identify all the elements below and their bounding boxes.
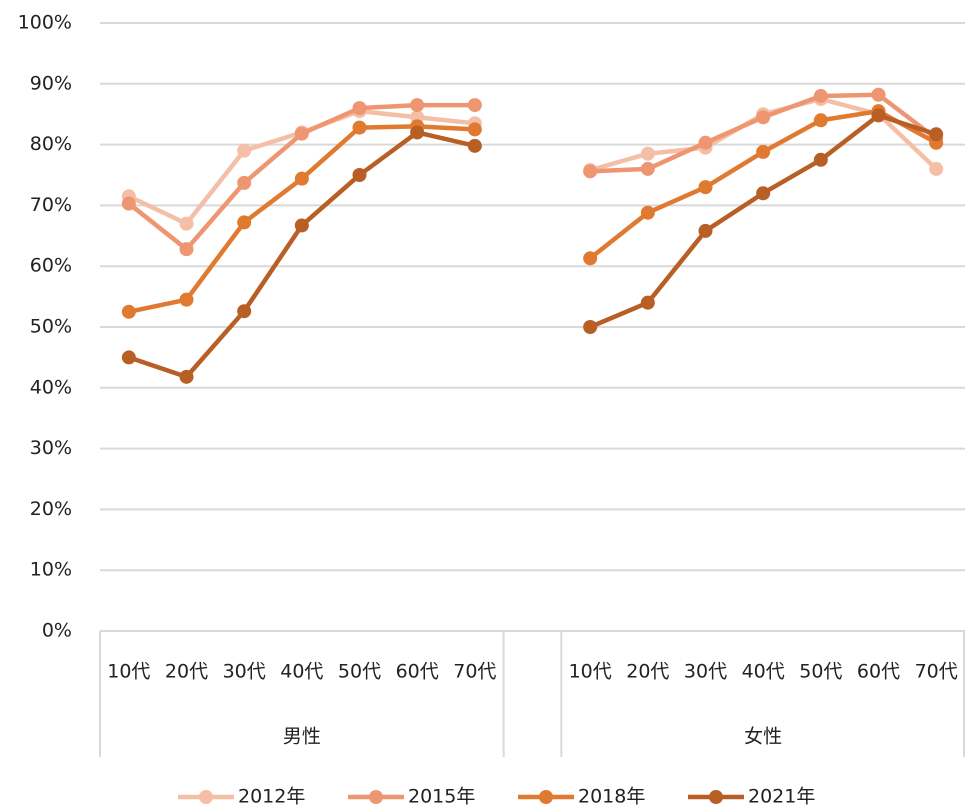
legend-label: 2015年 [408,786,475,808]
data-point [640,161,655,176]
y-tick-label: 0% [42,620,72,642]
data-point [467,138,482,153]
x-tick-label: 30代 [223,661,266,683]
x-tick-label: 60代 [396,661,439,683]
data-point [756,186,771,201]
data-point [756,144,771,159]
data-point [237,304,252,319]
data-point [467,98,482,113]
x-tick-label: 70代 [453,661,496,683]
data-point [467,122,482,137]
y-tick-label: 70% [30,194,72,216]
data-point [698,135,713,150]
group-label: 男性 [283,726,321,748]
data-point [179,216,194,231]
x-tick-label: 20代 [626,661,669,683]
data-point [237,143,252,158]
y-tick-label: 40% [30,376,72,398]
data-point [929,161,944,176]
data-point [237,175,252,190]
data-point [871,108,886,123]
x-tick-label: 40代 [280,661,323,683]
legend-marker [539,790,553,804]
legend-label: 2018年 [578,786,645,808]
data-point [121,196,136,211]
legend-marker [369,790,383,804]
x-tick-label: 50代 [338,661,381,683]
y-tick-label: 60% [30,255,72,277]
group-label: 女性 [744,726,782,748]
data-point [640,205,655,220]
series-line [128,108,938,315]
data-point [583,320,598,334]
data-point [179,292,194,307]
data-point [294,171,309,186]
y-tick-label: 30% [30,437,72,459]
data-point [698,223,713,238]
x-tick-label: 60代 [857,661,900,683]
data-point [179,369,194,384]
x-tick-label: 40代 [742,661,785,683]
data-point [352,120,367,135]
y-tick-label: 80% [30,133,72,155]
y-tick-label: 90% [30,72,72,94]
data-point [352,168,367,182]
data-point [813,113,828,128]
data-point [410,98,425,113]
data-point [352,101,367,116]
data-point [121,304,136,319]
y-tick-label: 20% [30,498,72,520]
y-tick-label: 10% [30,559,72,581]
data-point [583,164,598,179]
data-point [237,215,252,230]
x-tick-label: 10代 [569,661,612,683]
data-point [813,152,828,167]
legend-marker [199,790,213,804]
x-tick-label: 50代 [799,661,842,683]
data-point [929,127,944,142]
legend-label: 2021年 [748,786,815,808]
data-point [179,242,194,257]
y-tick-label: 50% [30,316,72,338]
x-tick-label: 70代 [915,661,958,683]
y-tick-label: 100% [18,12,72,34]
data-point [871,87,886,102]
data-point [583,251,598,266]
data-point [698,180,713,195]
legend-label: 2012年 [238,786,305,808]
x-tick-label: 20代 [165,661,208,683]
data-point [410,125,425,140]
data-point [294,218,309,233]
x-tick-label: 30代 [684,661,727,683]
data-point [813,88,828,103]
x-tick-label: 10代 [107,661,150,683]
data-point [640,295,655,310]
legend-marker [709,790,723,804]
data-point [121,350,136,365]
data-point [294,126,309,141]
data-point [756,110,771,125]
data-point [640,146,655,161]
